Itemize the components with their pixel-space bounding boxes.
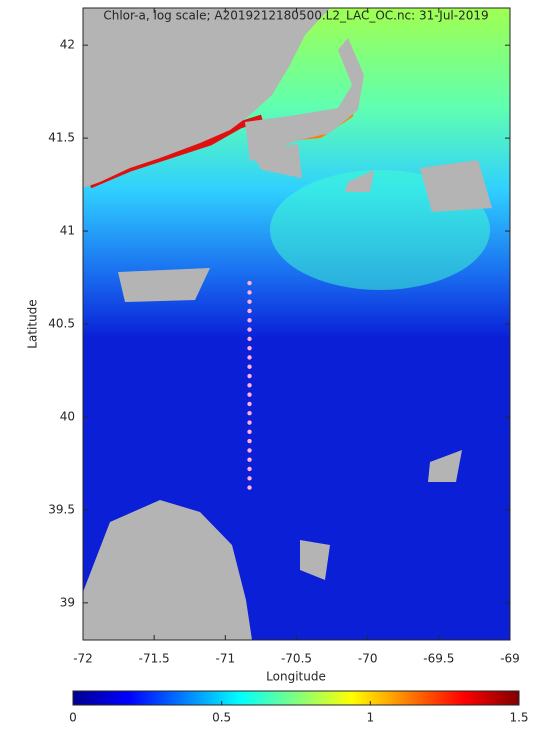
- station-point: [247, 429, 252, 435]
- y-tick-label: 41: [60, 224, 75, 238]
- station-point: [247, 308, 252, 314]
- station-point: [247, 290, 252, 295]
- map-image: [83, 8, 510, 640]
- y-tick-label: 39.5: [48, 502, 75, 516]
- colorbar-tick-label: 1: [367, 711, 375, 725]
- station-point: [247, 401, 252, 407]
- colorbar: [72, 690, 520, 706]
- x-tick-label: -71.5: [139, 652, 170, 666]
- chart-title: Chlor-a, log scale; A2019212180500.L2_LA…: [103, 9, 488, 23]
- station-point: [247, 280, 252, 286]
- y-tick-label: 42: [60, 38, 75, 52]
- x-tick-label: -70: [358, 652, 378, 666]
- station-point: [247, 336, 252, 342]
- station-point: [247, 438, 252, 444]
- station-point: [247, 355, 252, 360]
- station-point: [247, 466, 252, 472]
- x-tick-label: -70.5: [281, 652, 312, 666]
- y-tick-label: 40: [60, 409, 75, 423]
- station-point: [247, 373, 252, 379]
- y-tick-label: 39: [60, 595, 75, 609]
- station-point: [247, 299, 252, 304]
- station-point: [247, 485, 252, 490]
- colorbar-tick-label: 0.5: [212, 711, 231, 725]
- y-axis-label: Latitude: [26, 299, 40, 348]
- x-axis-label: Longitude: [266, 670, 326, 684]
- station-point: [247, 345, 252, 351]
- station-point: [247, 457, 252, 462]
- station-point: [247, 411, 252, 416]
- colorbar-tick-label: 1.5: [509, 711, 528, 725]
- colorbar-tick-label: 0: [69, 711, 77, 725]
- x-tick-label: -69: [500, 652, 520, 666]
- x-tick-label: -71: [216, 652, 236, 666]
- y-tick-label: 40.5: [48, 317, 75, 331]
- station-point: [247, 327, 252, 332]
- station-point: [247, 364, 252, 369]
- station-point: [247, 420, 252, 425]
- station-point: [247, 318, 252, 323]
- station-point: [247, 383, 252, 388]
- station-point: [247, 448, 252, 453]
- station-point: [247, 392, 252, 397]
- station-point: [247, 476, 252, 481]
- y-tick-label: 41.5: [48, 131, 75, 145]
- x-tick-label: -72: [73, 652, 93, 666]
- x-tick-label: -69.5: [423, 652, 454, 666]
